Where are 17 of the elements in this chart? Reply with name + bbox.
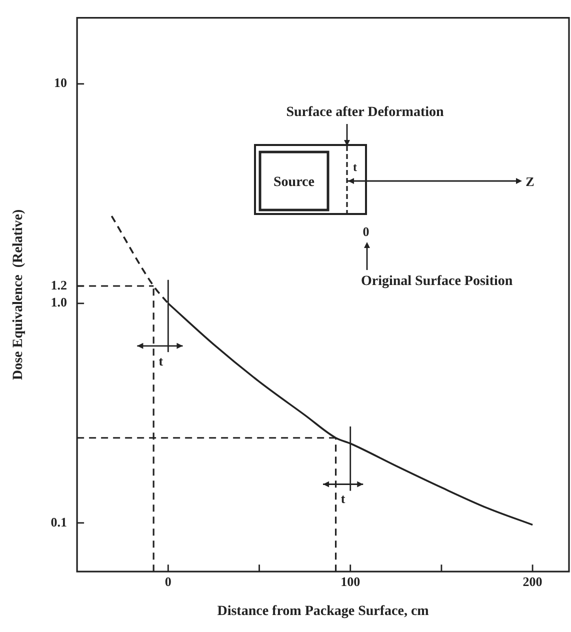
x-tick-label: 200 bbox=[522, 574, 542, 589]
annotation: t bbox=[340, 490, 346, 506]
x-tick-label: 0 bbox=[164, 574, 172, 589]
annotation: 0 bbox=[362, 224, 370, 239]
x-axis-title: Distance from Package Surface, cm bbox=[217, 604, 430, 620]
annotation: Source bbox=[274, 175, 314, 190]
y-tick-label: 10 bbox=[54, 75, 68, 90]
y-axis-title: Dose Equivalence (Relative) bbox=[11, 209, 26, 380]
annotation: Surface after Deformation bbox=[286, 105, 444, 120]
annotation: Z bbox=[526, 174, 535, 189]
y-tick-label: 0.1 bbox=[50, 514, 68, 530]
y-tick-label: 1.0 bbox=[50, 294, 68, 310]
annotation: t bbox=[158, 353, 164, 368]
x-tick-label: 100 bbox=[340, 574, 360, 589]
annotation: Original Surface Position bbox=[361, 274, 513, 289]
annotation: t bbox=[353, 160, 357, 174]
y-tick-label: 1.2 bbox=[50, 277, 68, 292]
